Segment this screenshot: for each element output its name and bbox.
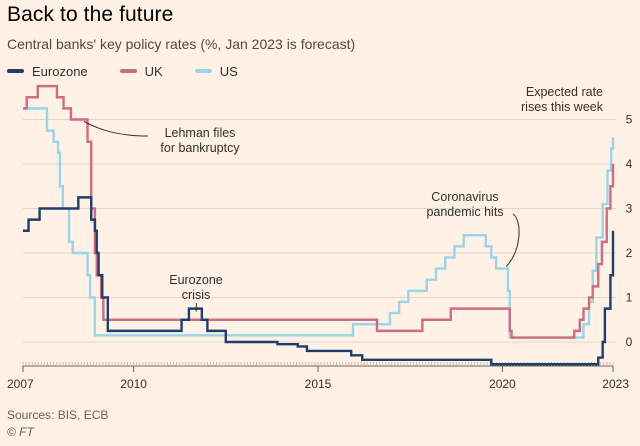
- annotation-coronavirus-line-1: Coronavirus: [431, 190, 498, 204]
- y-tick-label-0: 0: [626, 335, 633, 349]
- legend-item-us: US: [194, 63, 238, 79]
- chart-title: Back to the future: [7, 3, 174, 26]
- legend-item-eurozone: Eurozone: [7, 64, 88, 79]
- legend: Eurozone UK US: [7, 62, 270, 80]
- series-line-uk: [23, 84, 615, 339]
- legend-label-eurozone: Eurozone: [32, 63, 88, 79]
- chart-subtitle: Central banks' key policy rates (%, Jan …: [7, 36, 356, 52]
- x-tick-label-2010: 2010: [120, 377, 147, 391]
- ft-credit: © FT: [7, 425, 34, 439]
- y-tick-label-1: 1: [626, 291, 633, 305]
- y-tick-label-5: 5: [626, 113, 633, 127]
- annotation-eurozone-crisis-line-2: crisis: [182, 288, 210, 302]
- y-tick-label-2: 2: [626, 246, 633, 260]
- annotation-coronavirus-line-2: pandemic hits: [426, 205, 503, 219]
- y-tick-label-3: 3: [626, 202, 633, 216]
- x-tick-label-2007: 2007: [7, 377, 34, 391]
- legend-swatch-us: [194, 69, 212, 73]
- annotation-lehman-line-1: Lehman files: [165, 126, 236, 140]
- legend-swatch-uk: [119, 69, 137, 73]
- x-tick-label-2020: 2020: [489, 377, 516, 391]
- x-tick-label-2015: 2015: [305, 377, 332, 391]
- annotation-leader-lehman: [83, 121, 149, 137]
- y-tick-label-4: 4: [626, 157, 633, 171]
- annotation-leader-coronavirus: [505, 213, 520, 267]
- legend-label-uk: UK: [144, 63, 163, 79]
- legend-item-uk: UK: [119, 63, 163, 79]
- series-line-eurozone: [23, 196, 615, 366]
- legend-swatch-eurozone: [7, 69, 24, 73]
- source-note: Sources: BIS, ECB: [7, 408, 109, 422]
- series-line-us: [23, 107, 615, 339]
- legend-label-us: US: [219, 63, 238, 79]
- annotation-lehman-line-2: for bankruptcy: [160, 141, 240, 155]
- annotation-expected-rises-line-2: rises this week: [521, 100, 604, 114]
- x-tick-label-2023: 2023: [602, 377, 629, 391]
- annotation-expected-rises-line-1: Expected rate: [526, 85, 603, 99]
- annotation-eurozone-crisis-line-1: Eurozone: [169, 273, 223, 287]
